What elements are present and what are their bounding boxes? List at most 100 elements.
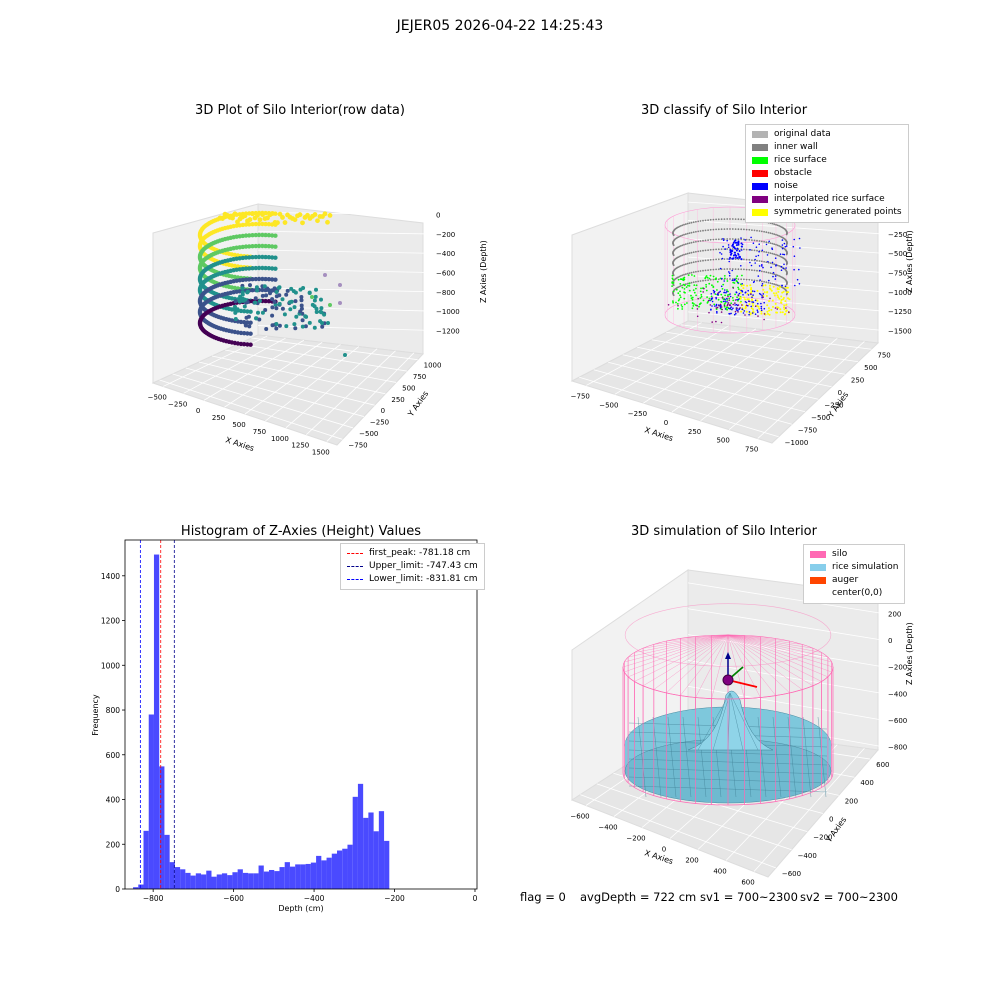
panel2-point bbox=[792, 245, 795, 248]
panel2-point bbox=[715, 268, 717, 271]
panel1-point bbox=[263, 254, 268, 260]
panel2-point bbox=[726, 238, 729, 240]
panel2-point bbox=[776, 244, 779, 247]
histogram-bar bbox=[368, 812, 374, 889]
panel2-point bbox=[768, 300, 771, 303]
panel1-point bbox=[270, 313, 275, 318]
panel2-point bbox=[785, 283, 788, 286]
panel2-x-tick-label: 0 bbox=[664, 419, 668, 427]
panel2-point bbox=[720, 293, 723, 296]
panel2-point bbox=[750, 298, 753, 301]
panel2-point bbox=[776, 311, 778, 314]
panel2-point bbox=[780, 301, 783, 304]
panel1-point bbox=[300, 318, 305, 323]
panel2-point bbox=[734, 228, 737, 230]
panel2-point bbox=[744, 239, 746, 241]
panel1-point bbox=[253, 254, 258, 260]
panel2-point bbox=[691, 302, 694, 305]
panel2-xlabel: X Axies bbox=[643, 425, 674, 443]
panel1-point bbox=[326, 321, 330, 325]
panel2-point bbox=[770, 289, 773, 292]
panel2-point bbox=[695, 240, 697, 243]
histogram-y-tick-label: 400 bbox=[106, 796, 121, 805]
panel2-point bbox=[776, 254, 779, 257]
panel2-point bbox=[750, 236, 752, 239]
panel2-point bbox=[695, 280, 697, 283]
panel2-point bbox=[753, 249, 756, 252]
histogram-y-tick-label: 200 bbox=[106, 840, 121, 849]
panel2-point bbox=[765, 241, 768, 244]
panel2-point bbox=[773, 243, 776, 246]
panel1-point bbox=[242, 304, 247, 309]
panel2-point bbox=[740, 284, 743, 287]
panel2-point bbox=[731, 279, 734, 282]
panel4-legend-swatch bbox=[810, 577, 826, 584]
panel2-point bbox=[702, 279, 704, 282]
panel2-point bbox=[731, 268, 734, 270]
panel2-point bbox=[769, 262, 772, 264]
panel2-point bbox=[732, 246, 735, 249]
panel2-y-tick-label: 250 bbox=[851, 376, 864, 384]
panel1-3d-scatter: −500−2500250500750100012501500−750−500−2… bbox=[148, 203, 488, 457]
panel2-point bbox=[785, 273, 788, 276]
panel4-zlabel: Z Axies (Depth) bbox=[905, 622, 914, 685]
panel2-y-tick-label: 0 bbox=[838, 389, 842, 397]
panel4-legend: silo rice simulation auger center(0,0) bbox=[803, 544, 906, 604]
panel2-point bbox=[722, 239, 725, 242]
panel2-point bbox=[690, 241, 693, 244]
panel2-point bbox=[720, 248, 723, 251]
panel2-point bbox=[746, 298, 749, 301]
histogram-y-tick-label: 1200 bbox=[101, 617, 120, 626]
panel2-point bbox=[758, 230, 761, 232]
panel1-point bbox=[253, 276, 258, 282]
panel2-point bbox=[709, 299, 711, 302]
panel1-point bbox=[270, 244, 275, 249]
panel2-point bbox=[697, 297, 699, 300]
panel3-ylabel: Frequency bbox=[91, 694, 100, 736]
panel2-point bbox=[715, 248, 717, 251]
panel1-point bbox=[270, 297, 275, 302]
panel2-point bbox=[762, 294, 765, 297]
panel2-point bbox=[720, 301, 723, 303]
panel1-point bbox=[328, 303, 332, 307]
panel2-point bbox=[729, 278, 731, 280]
panel2-point bbox=[691, 274, 693, 276]
panel2-point bbox=[771, 242, 774, 245]
panel2-point bbox=[745, 238, 748, 241]
panel2-point bbox=[688, 285, 691, 287]
panel1-x-tick-label: 0 bbox=[196, 407, 200, 415]
panel2-point bbox=[742, 294, 744, 296]
panel2-point bbox=[793, 238, 795, 241]
panel2-point bbox=[731, 278, 734, 280]
panel1-point bbox=[264, 293, 269, 298]
panel2-point bbox=[712, 238, 715, 241]
panel2-point bbox=[672, 301, 674, 304]
panel2-point bbox=[731, 238, 734, 240]
panel2-point bbox=[763, 291, 766, 294]
panel2-point bbox=[750, 293, 752, 295]
panel2-point bbox=[710, 309, 712, 311]
panel2-point bbox=[734, 218, 737, 220]
panel2-point bbox=[690, 271, 693, 274]
histogram-x-tick-label: −600 bbox=[223, 894, 244, 903]
histogram-bar bbox=[227, 875, 233, 889]
panel2-point bbox=[702, 249, 704, 252]
panel2-point bbox=[720, 321, 723, 324]
panel2-point bbox=[746, 284, 749, 287]
panel2-y-tick-label: 500 bbox=[864, 364, 877, 372]
panel2-point bbox=[699, 280, 702, 282]
panel2-point bbox=[731, 269, 733, 272]
panel4-z-tick-label: 200 bbox=[888, 610, 901, 618]
panel2-point bbox=[755, 255, 757, 258]
panel1-point bbox=[276, 285, 281, 290]
panel2-point bbox=[754, 258, 756, 261]
panel2-point bbox=[748, 258, 751, 261]
panel1-point bbox=[307, 320, 312, 325]
panel2-point bbox=[727, 244, 730, 246]
panel2-point bbox=[678, 298, 681, 300]
panel1-point bbox=[232, 211, 238, 217]
panel2-point bbox=[743, 268, 745, 271]
panel1-point bbox=[274, 290, 279, 294]
panel2-point bbox=[773, 294, 776, 297]
panel1-point bbox=[242, 309, 247, 314]
